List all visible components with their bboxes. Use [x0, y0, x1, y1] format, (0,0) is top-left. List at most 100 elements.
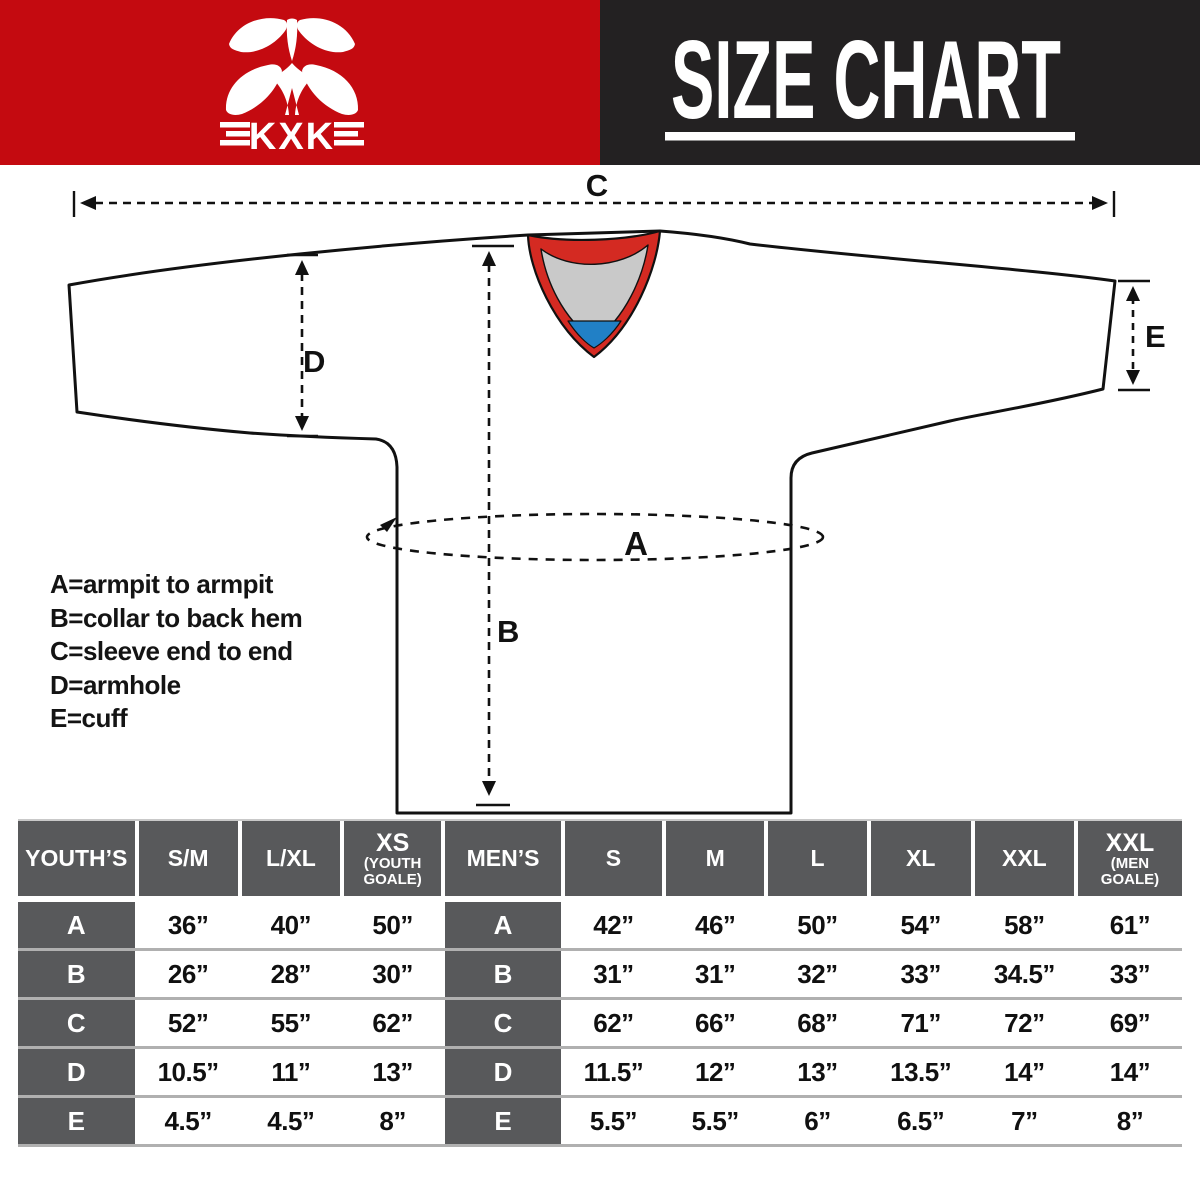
value-cell: 4.5” [241, 1098, 340, 1144]
value-cell: 4.5” [138, 1098, 238, 1144]
header-xxl-men-goalie: XXL (MEN GOALE) [1077, 821, 1182, 896]
value-cell: 33” [1077, 951, 1182, 997]
value-cell: 5.5” [564, 1098, 663, 1144]
row-label-cell: B [18, 951, 135, 997]
table-header-row: YOUTH’S S/M L/XL XS (YOUTH GOALE) MEN’S … [18, 821, 1182, 896]
legend-line-b: B=collar to back hem [50, 602, 303, 633]
value-cell: 50” [343, 902, 442, 948]
jersey-measurement-diagram: C D B [0, 165, 1200, 819]
value-cell: 50” [768, 902, 867, 948]
header-s: S [564, 821, 663, 896]
header-m: M [666, 821, 765, 896]
value-cell: 13” [768, 1049, 867, 1095]
table-row-c: C 52” 55” 62” C 62” 66” 68” 71” 72” 69” [18, 1000, 1182, 1049]
header-xl: XL [870, 821, 971, 896]
marker-label-c: C [586, 168, 608, 203]
legend-line-d: D=armhole [50, 669, 181, 700]
value-cell: 52” [138, 1000, 238, 1046]
value-cell: 8” [343, 1098, 442, 1144]
row-label-cell: E [445, 1098, 561, 1144]
value-cell: 7” [974, 1098, 1074, 1144]
header-youths: YOUTH’S [18, 821, 135, 896]
value-cell: 11.5” [564, 1049, 663, 1095]
legend-line-e: E=cuff [50, 703, 128, 733]
wordmark-right-bars-icon [334, 122, 364, 146]
measure-ellipse-a [365, 512, 825, 562]
header-l: L [768, 821, 867, 896]
value-cell: 14” [1077, 1049, 1182, 1095]
row-label-cell: C [445, 1000, 561, 1046]
table-row-d: D 10.5” 11” 13” D 11.5” 12” 13” 13.5” 14… [18, 1049, 1182, 1098]
value-cell: 8” [1077, 1098, 1182, 1144]
row-label-cell: B [445, 951, 561, 997]
header-sm: S/M [138, 821, 238, 896]
value-cell: 62” [343, 1000, 442, 1046]
value-cell: 26” [138, 951, 238, 997]
value-cell: 72” [974, 1000, 1074, 1046]
measure-arrow-d [287, 253, 318, 438]
measure-arrow-c [72, 191, 1116, 217]
value-cell: 14” [974, 1049, 1074, 1095]
measurement-legend: A=armpit to armpit B=collar to back hem … [50, 568, 303, 736]
value-cell: 66” [666, 1000, 765, 1046]
value-cell: 42” [564, 902, 663, 948]
legend-line-c: C=sleeve end to end [50, 636, 293, 666]
size-chart-title: SIZE CHART [665, 18, 1075, 142]
row-label-cell: D [445, 1049, 561, 1095]
row-label-cell: A [445, 902, 561, 948]
measure-arrow-e [1118, 279, 1150, 392]
row-label-cell: C [18, 1000, 135, 1046]
header-mens: MEN’S [445, 821, 561, 896]
header-xxl: XXL [974, 821, 1074, 896]
row-label-cell: D [18, 1049, 135, 1095]
value-cell: 36” [138, 902, 238, 948]
value-cell: 13” [343, 1049, 442, 1095]
page-title: SIZE CHART [671, 18, 1061, 142]
header-lxl: L/XL [241, 821, 340, 896]
table-row-a: A 36” 40” 50” A 42” 46” 50” 54” 58” 61” [18, 902, 1182, 951]
header-xs-youth-goalie: XS (YOUTH GOALE) [343, 821, 442, 896]
table-row-b: B 26” 28” 30” B 31” 31” 32” 33” 34.5” 33… [18, 951, 1182, 1000]
kxk-wordmark: KXK [249, 116, 335, 158]
value-cell: 68” [768, 1000, 867, 1046]
marker-label-a: A [624, 525, 648, 562]
value-cell: 69” [1077, 1000, 1182, 1046]
legend-line-a: A=armpit to armpit [50, 569, 273, 599]
value-cell: 28” [241, 951, 340, 997]
title-underline [665, 132, 1075, 141]
collar-inner-gray [540, 244, 649, 342]
value-cell: 58” [974, 902, 1074, 948]
measure-arrow-b [472, 244, 514, 807]
title-panel: SIZE CHART [600, 0, 1200, 165]
marker-label-b: B [497, 614, 519, 649]
ellipse-arrowhead-icon [380, 517, 397, 532]
jersey-diagram-svg: C D B [67, 168, 1166, 815]
brand-panel: KXK [0, 0, 600, 165]
row-label-cell: A [18, 902, 135, 948]
value-cell: 33” [870, 951, 971, 997]
marker-label-e: E [1145, 319, 1166, 354]
value-cell: 6.5” [870, 1098, 971, 1144]
marker-label-d: D [303, 344, 325, 379]
value-cell: 34.5” [974, 951, 1074, 997]
value-cell: 40” [241, 902, 340, 948]
value-cell: 30” [343, 951, 442, 997]
value-cell: 31” [564, 951, 663, 997]
header-banner: KXK SIZE CHART [0, 0, 1200, 165]
value-cell: 12” [666, 1049, 765, 1095]
value-cell: 61” [1077, 902, 1182, 948]
kxk-logo-icon: KXK [220, 18, 364, 158]
wordmark-left-bars-icon [220, 122, 250, 146]
row-label-cell: E [18, 1098, 135, 1144]
value-cell: 54” [870, 902, 971, 948]
value-cell: 31” [666, 951, 765, 997]
value-cell: 55” [241, 1000, 340, 1046]
value-cell: 62” [564, 1000, 663, 1046]
value-cell: 10.5” [138, 1049, 238, 1095]
value-cell: 5.5” [666, 1098, 765, 1144]
value-cell: 71” [870, 1000, 971, 1046]
value-cell: 6” [768, 1098, 867, 1144]
value-cell: 32” [768, 951, 867, 997]
collar-blue-triangle [567, 320, 622, 349]
